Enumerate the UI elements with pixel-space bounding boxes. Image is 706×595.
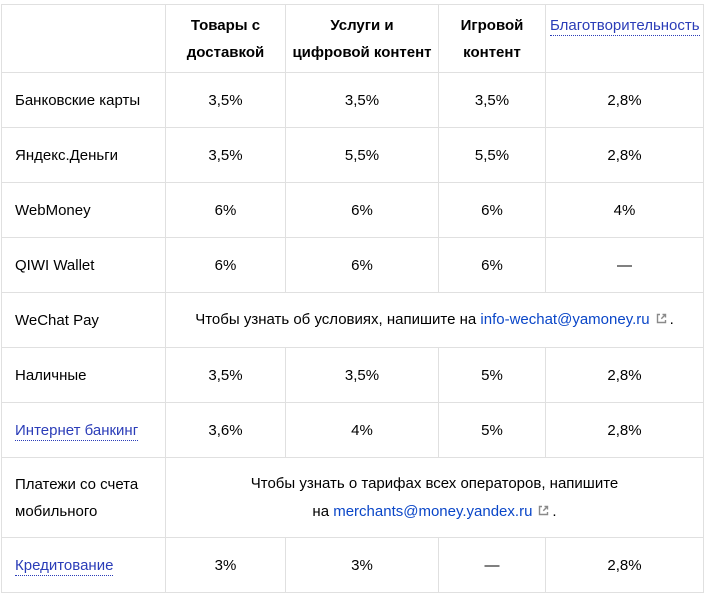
note-text: Чтобы узнать об условиях, напишите на: [195, 311, 481, 329]
header-game-content: Игровой контент: [438, 4, 546, 73]
tariff-table: Товары с доставкой Услуги и цифровой кон…: [1, 4, 704, 593]
note-line1: Чтобы узнать о тарифах всех операторов, …: [250, 474, 619, 492]
cell-value: 3,6%: [165, 402, 286, 458]
cell-value: 6%: [285, 237, 439, 293]
cell-value: 3%: [165, 537, 286, 593]
row-label: Наличные: [1, 347, 166, 403]
row-label: Платежи со счета мобильного: [1, 457, 166, 538]
cell-value: 6%: [165, 182, 286, 238]
row-label: Интернет банкинг: [1, 402, 166, 458]
merchants-email-link[interactable]: merchants@money.yandex.ru: [333, 502, 533, 520]
cell-value: 6%: [438, 182, 546, 238]
cell-value: 6%: [165, 237, 286, 293]
external-link-icon[interactable]: [650, 311, 670, 328]
cell-value: 2,8%: [545, 127, 704, 183]
cell-value: 3,5%: [165, 127, 286, 183]
row-cash: Наличные 3,5% 3,5% 5% 2,8%: [1, 347, 704, 403]
header-empty-cell: [1, 4, 166, 73]
cell-value: 2,8%: [545, 72, 704, 128]
row-qiwi-wallet: QIWI Wallet 6% 6% 6% —: [1, 237, 704, 293]
note-period: .: [669, 311, 674, 329]
mobile-note-cell: Чтобы узнать о тарифах всех операторов, …: [165, 457, 704, 538]
charity-link[interactable]: Благотворительность: [550, 17, 700, 36]
cell-value: 4%: [545, 182, 704, 238]
row-mobile-payments: Платежи со счета мобильного Чтобы узнать…: [1, 457, 704, 538]
row-crediting: Кредитование 3% 3% — 2,8%: [1, 537, 704, 593]
wechat-note-cell: Чтобы узнать об условиях, напишите на in…: [165, 292, 704, 348]
cell-value: 4%: [285, 402, 439, 458]
row-bank-cards: Банковские карты 3,5% 3,5% 3,5% 2,8%: [1, 72, 704, 128]
cell-value: 5%: [438, 347, 546, 403]
header-goods-delivery: Товары с доставкой: [165, 4, 286, 73]
header-charity: Благотворительность: [545, 4, 704, 73]
row-label: Кредитование: [1, 537, 166, 593]
row-wechat-pay: WeChat Pay Чтобы узнать об условиях, нап…: [1, 292, 704, 348]
external-link-icon[interactable]: [532, 503, 552, 520]
header-services-digital-content: Услуги и цифровой контент: [285, 4, 439, 73]
note-period: .: [552, 502, 557, 520]
row-label: WeChat Pay: [1, 292, 166, 348]
cell-value: 3,5%: [285, 347, 439, 403]
cell-value: —: [438, 537, 546, 593]
row-label: WebMoney: [1, 182, 166, 238]
cell-value: 2,8%: [545, 402, 704, 458]
row-label: QIWI Wallet: [1, 237, 166, 293]
cell-value: 3,5%: [438, 72, 546, 128]
cell-value: 5,5%: [285, 127, 439, 183]
header-row: Товары с доставкой Услуги и цифровой кон…: [1, 4, 704, 73]
cell-value: —: [545, 237, 704, 293]
crediting-link[interactable]: Кредитование: [15, 556, 114, 576]
row-internet-banking: Интернет банкинг 3,6% 4% 5% 2,8%: [1, 402, 704, 458]
row-label: Яндекс.Деньги: [1, 127, 166, 183]
wechat-email-link[interactable]: info-wechat@yamoney.ru: [480, 311, 650, 329]
row-webmoney: WebMoney 6% 6% 6% 4%: [1, 182, 704, 238]
note-text: на: [312, 502, 334, 520]
note-line2: на merchants@money.yandex.ru.: [172, 498, 697, 526]
cell-value: 5%: [438, 402, 546, 458]
cell-value: 3%: [285, 537, 439, 593]
cell-value: 6%: [438, 237, 546, 293]
cell-value: 3,5%: [285, 72, 439, 128]
cell-value: 3,5%: [165, 347, 286, 403]
cell-value: 3,5%: [165, 72, 286, 128]
row-label: Банковские карты: [1, 72, 166, 128]
cell-value: 5,5%: [438, 127, 546, 183]
internet-banking-link[interactable]: Интернет банкинг: [15, 421, 139, 441]
cell-value: 6%: [285, 182, 439, 238]
cell-value: 2,8%: [545, 347, 704, 403]
row-yandex-money: Яндекс.Деньги 3,5% 5,5% 5,5% 2,8%: [1, 127, 704, 183]
cell-value: 2,8%: [545, 537, 704, 593]
